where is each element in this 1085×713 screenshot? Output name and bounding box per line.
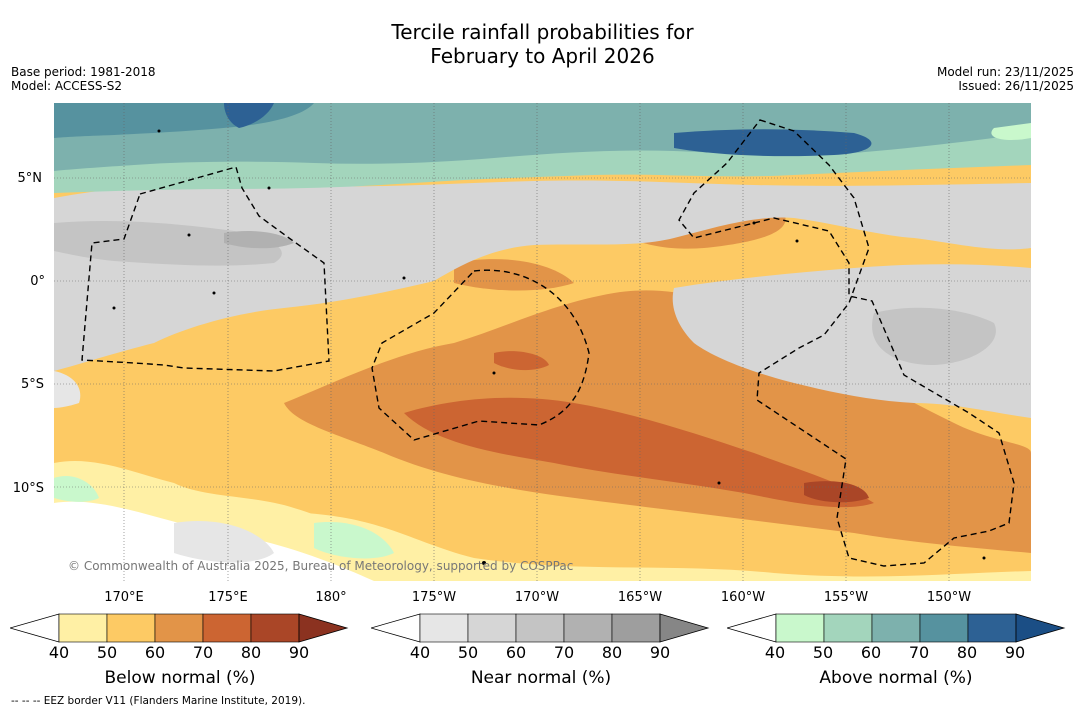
title-line-1: Tercile rainfall probabilities for	[391, 20, 694, 44]
copyright-text: © Commonwealth of Australia 2025, Bureau…	[68, 559, 573, 573]
lat-label-5s: 5°S	[20, 377, 44, 392]
lat-label-5n: 5°N	[17, 171, 43, 186]
colorbar-below-normal-segment	[202, 613, 252, 643]
eez-borders	[81, 119, 1015, 567]
colorbar-above-normal-tick: 90	[1004, 643, 1026, 662]
colorbar-above-normal-segment	[871, 613, 921, 643]
colorbar-above-normal-title: Above normal (%)	[819, 668, 973, 688]
colorbar-below-normal-segment	[106, 613, 156, 643]
above-normal-40-patch-sw	[314, 522, 394, 559]
colorbar-above-normal-segment	[775, 613, 825, 643]
near-normal-40-west	[54, 371, 81, 408]
below-normal-70-patch	[494, 351, 549, 371]
meta-right: Model run: 23/11/2025 Issued: 26/11/2025	[937, 65, 1074, 93]
lon-label-170w: 170°W	[514, 590, 560, 605]
colorbar-below-normal	[8, 612, 350, 644]
colorbar-near-normal-segment	[611, 613, 661, 643]
colorbar-near-normal-svg	[369, 613, 710, 643]
colorbar-below-normal-tick: 80	[240, 643, 262, 662]
lon-label-160w: 160°W	[720, 590, 766, 605]
colorbar-below-normal-title: Below normal (%)	[104, 668, 256, 688]
title-line-2: February to April 2026	[430, 44, 655, 68]
map-svg: © Commonwealth of Australia 2025, Bureau…	[54, 103, 1031, 581]
lat-label-0: 0°	[30, 274, 45, 289]
issued-date: Issued: 26/11/2025	[958, 79, 1074, 93]
colorbar-below-normal-tick: 50	[96, 643, 118, 662]
near-normal-60-area	[54, 220, 282, 266]
eez-border-phoenix	[371, 269, 590, 441]
model-name: Model: ACCESS-S2	[11, 79, 123, 93]
colorbar-below-normal-svg	[8, 613, 349, 643]
model-run-date: Model run: 23/11/2025	[936, 65, 1074, 79]
colorbar-above-normal-tick: 70	[908, 643, 930, 662]
colorbar-above-normal-over-triangle	[1015, 613, 1066, 643]
near-normal-60-east	[872, 307, 996, 365]
lon-label-180: 180°	[315, 590, 347, 605]
meta-left: Base period: 1981-2018 Model: ACCESS-S2	[11, 65, 156, 93]
colorbar-above-normal-tick: 50	[812, 643, 834, 662]
map-title: Tercile rainfall probabilities for Febru…	[0, 20, 1085, 68]
graticule	[54, 103, 1031, 581]
colorbar-below-normal-over-triangle	[298, 613, 349, 643]
colorbar-near-normal-segment	[419, 613, 469, 643]
near-normal-70-patch	[224, 231, 294, 249]
near-normal-40-patch-sw	[174, 521, 274, 563]
above-normal-80-west	[224, 103, 274, 128]
colorbar-near-normal-tick: 60	[505, 643, 527, 662]
colorbar-above-normal-tick: 80	[956, 643, 978, 662]
colorbar-below-normal-segment	[250, 613, 300, 643]
above-normal-40-east	[991, 123, 1031, 140]
eez-footnote: -- -- -- EEZ border V11 (Flanders Marine…	[11, 695, 306, 707]
above-normal-40-patch-w	[54, 475, 99, 502]
colorbar-above-normal-svg	[725, 613, 1066, 643]
colorbar-near-normal-over-triangle	[659, 613, 710, 643]
lon-label-150w: 150°W	[926, 590, 972, 605]
colorbar-near-normal-tick: 50	[457, 643, 479, 662]
lat-label-10s: 10°S	[12, 481, 44, 496]
colorbar-near-normal-tick: 90	[649, 643, 671, 662]
colorbar-below-normal-tick: 70	[192, 643, 214, 662]
colorbar-near-normal-title: Near normal (%)	[470, 668, 612, 688]
colorbar-below-normal-tick: 40	[48, 643, 70, 662]
colorbar-above-normal-tick: 60	[860, 643, 882, 662]
colorbar-near-normal-tick: 80	[601, 643, 623, 662]
lon-label-165w: 165°W	[617, 590, 663, 605]
colorbar-below-normal-segment	[58, 613, 108, 643]
base-period: Base period: 1981-2018	[11, 65, 156, 79]
colorbar-above-normal-segment	[823, 613, 873, 643]
colorbar-below-normal-tick: 90	[288, 643, 310, 662]
colorbar-below-normal-under-triangle	[8, 613, 60, 643]
colorbar-below-normal-segment	[154, 613, 204, 643]
below-normal-60-center	[454, 259, 574, 291]
eez-border-line-islands	[678, 119, 1015, 567]
colorbar-near-normal-segment	[515, 613, 565, 643]
colorbar-near-normal-under-triangle	[369, 613, 421, 643]
colorbar-near-normal-tick: 40	[409, 643, 431, 662]
colorbar-near-normal-tick: 70	[553, 643, 575, 662]
lon-label-175w: 175°W	[411, 590, 457, 605]
above-normal-80-east	[674, 129, 872, 157]
colorbar-near-normal-segment	[563, 613, 613, 643]
eez-border-tuvalu	[81, 166, 330, 372]
below-normal-80-patch	[804, 481, 869, 503]
lon-label-155w: 155°W	[823, 590, 869, 605]
colorbar-above-normal-segment	[919, 613, 969, 643]
below-normal-70-area	[404, 397, 874, 508]
colorbar-near-normal	[369, 612, 711, 644]
colorbar-above-normal-segment	[967, 613, 1017, 643]
probability-map: © Commonwealth of Australia 2025, Bureau…	[54, 103, 1031, 581]
near-normal-50-east	[672, 264, 1031, 418]
colorbar-above-normal-tick: 40	[764, 643, 786, 662]
colorbar-below-normal-tick: 60	[144, 643, 166, 662]
lon-label-175e: 175°E	[208, 590, 248, 605]
near-normal-50-area	[54, 180, 1031, 371]
colorbar-above-normal	[725, 612, 1067, 644]
colorbar-near-normal-segment	[467, 613, 517, 643]
islands	[112, 129, 986, 565]
lon-label-170e: 170°E	[104, 590, 144, 605]
colorbar-above-normal-under-triangle	[725, 613, 777, 643]
